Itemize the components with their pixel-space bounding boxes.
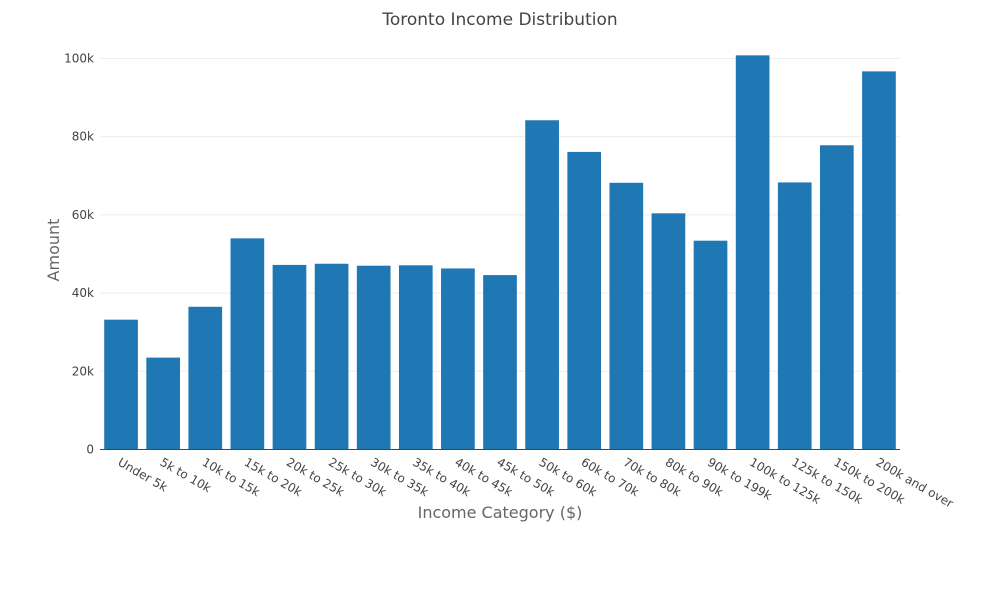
bar[interactable] (525, 120, 559, 450)
bar[interactable] (188, 306, 223, 450)
bar[interactable] (441, 268, 475, 450)
bar[interactable] (693, 240, 728, 450)
y-tick-label: 0 (86, 443, 94, 457)
bar[interactable] (146, 357, 180, 450)
bar[interactable] (398, 265, 433, 450)
bar[interactable] (356, 265, 391, 450)
bar[interactable] (862, 71, 896, 450)
bar[interactable] (820, 145, 854, 450)
bar[interactable] (735, 55, 770, 450)
y-tick-label: 40k (72, 286, 94, 300)
bars (104, 55, 896, 450)
bar[interactable] (272, 264, 307, 450)
bar[interactable] (104, 319, 138, 450)
y-tick-label: 60k (72, 208, 94, 222)
y-tick-label: 20k (72, 364, 94, 378)
x-axis-title: Income Category ($) (418, 503, 583, 522)
bar[interactable] (567, 151, 602, 450)
y-axis-title: Amount (44, 219, 63, 282)
chart-title: Toronto Income Distribution (381, 10, 617, 30)
y-axis-tick-labels: 0 20k 40k 60k 80k 100k (64, 51, 94, 456)
bar[interactable] (777, 182, 812, 450)
bar[interactable] (609, 182, 644, 450)
y-tick-label: 80k (72, 130, 94, 144)
y-tick-label: 100k (64, 51, 94, 65)
bar[interactable] (483, 275, 517, 450)
bar[interactable] (651, 213, 686, 450)
bar[interactable] (230, 238, 265, 450)
bar[interactable] (314, 263, 349, 450)
